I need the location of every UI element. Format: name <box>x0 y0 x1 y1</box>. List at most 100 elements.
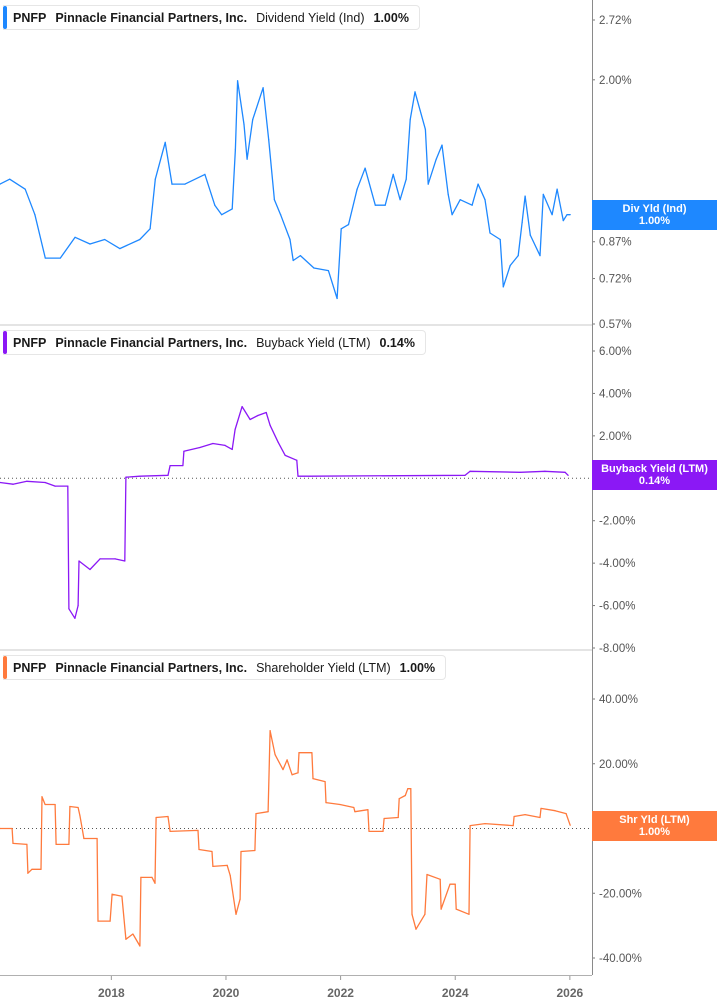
data-point <box>517 255 519 257</box>
data-point <box>197 829 199 832</box>
data-point <box>89 568 91 571</box>
data-point <box>512 824 514 827</box>
badge-label: Div Yld (Ind) <box>622 203 687 215</box>
x-tick-label: 2020 <box>213 986 240 1000</box>
data-point <box>524 195 526 197</box>
y-tick-label: 4.00% <box>599 388 632 400</box>
company-name: Pinnacle Financial Partners, Inc. <box>55 335 248 350</box>
data-point <box>68 608 70 610</box>
x-tick-label: 2026 <box>557 986 584 1000</box>
data-point <box>447 193 449 195</box>
series-line <box>0 405 569 619</box>
x-tick-label: 2022 <box>327 986 354 1000</box>
data-point <box>324 780 326 783</box>
data-point <box>513 815 515 818</box>
data-point <box>68 843 70 845</box>
data-point <box>367 809 369 811</box>
data-point <box>297 475 299 477</box>
data-point <box>241 405 243 408</box>
data-point <box>234 148 236 150</box>
data-point <box>77 806 79 809</box>
data-point <box>182 464 184 467</box>
data-point <box>347 224 350 226</box>
data-point <box>551 214 553 216</box>
y-tick-label: 0.87% <box>599 237 632 249</box>
data-point <box>384 204 386 206</box>
data-point <box>89 243 91 245</box>
data-point <box>212 865 214 867</box>
data-point <box>289 238 291 241</box>
data-point <box>354 811 356 813</box>
data-point <box>27 872 29 874</box>
data-point <box>313 267 315 269</box>
data-point <box>69 805 71 808</box>
data-point <box>477 183 479 185</box>
data-point <box>297 772 299 774</box>
badge-value: 0.14% <box>638 475 671 487</box>
data-point <box>26 843 28 845</box>
data-point <box>562 219 564 222</box>
data-point <box>171 183 173 185</box>
data-point <box>24 188 26 190</box>
badge-value: 1.00% <box>638 215 671 227</box>
data-point <box>199 446 201 449</box>
data-point <box>231 208 233 210</box>
data-point <box>540 807 542 810</box>
data-point <box>339 803 341 806</box>
data-point <box>236 80 239 82</box>
data-point <box>569 214 571 216</box>
data-point <box>567 474 569 476</box>
y-tick-label: -20.00% <box>599 888 642 900</box>
data-point <box>489 232 491 234</box>
data-point <box>554 810 556 812</box>
data-point <box>114 558 116 560</box>
data-point <box>212 442 214 445</box>
data-point <box>269 424 271 426</box>
data-point <box>427 183 429 185</box>
y-tick-label: 2.72% <box>599 15 632 27</box>
data-point <box>286 759 288 761</box>
y-tick-label: 2.00% <box>599 431 632 443</box>
panel-1: 6.00%4.00%2.00%0.00%-2.00%-4.00%-6.00%-8… <box>0 324 635 655</box>
data-point <box>41 796 43 798</box>
data-point <box>282 768 284 771</box>
data-point <box>382 830 384 833</box>
y-tick-label: -40.00% <box>599 953 642 965</box>
badge-value: 1.00% <box>638 826 671 838</box>
data-point <box>424 913 426 915</box>
data-point <box>455 908 457 910</box>
data-point <box>356 188 358 190</box>
data-point <box>239 898 241 900</box>
data-point <box>499 238 501 241</box>
data-point <box>59 257 61 259</box>
data-point <box>184 183 186 185</box>
data-point <box>374 204 376 206</box>
series-header: PNFP Pinnacle Financial Partners, Inc. Buy… <box>3 330 426 355</box>
data-point <box>440 908 442 910</box>
data-point <box>267 811 269 813</box>
data-point <box>468 913 470 915</box>
data-point <box>121 895 123 897</box>
data-point <box>454 883 456 885</box>
y-tick-label: 0.72% <box>599 274 632 286</box>
data-point <box>426 873 428 876</box>
series-color-bar <box>3 6 7 29</box>
data-point <box>410 788 412 790</box>
data-point <box>211 850 213 853</box>
data-point <box>169 464 171 467</box>
data-point <box>311 752 313 754</box>
data-point <box>404 794 406 797</box>
last-value-badge: Shr Yld (LTM) 1.00% <box>592 811 717 841</box>
data-point <box>519 471 521 473</box>
data-point <box>125 938 127 940</box>
metric-value: 0.14% <box>379 335 415 350</box>
data-point <box>246 158 248 160</box>
data-point <box>249 418 251 421</box>
data-point <box>229 874 231 877</box>
data-point <box>12 842 14 844</box>
data-point <box>539 255 541 257</box>
data-point <box>364 167 366 169</box>
data-point <box>183 450 185 452</box>
data-point <box>255 813 257 815</box>
